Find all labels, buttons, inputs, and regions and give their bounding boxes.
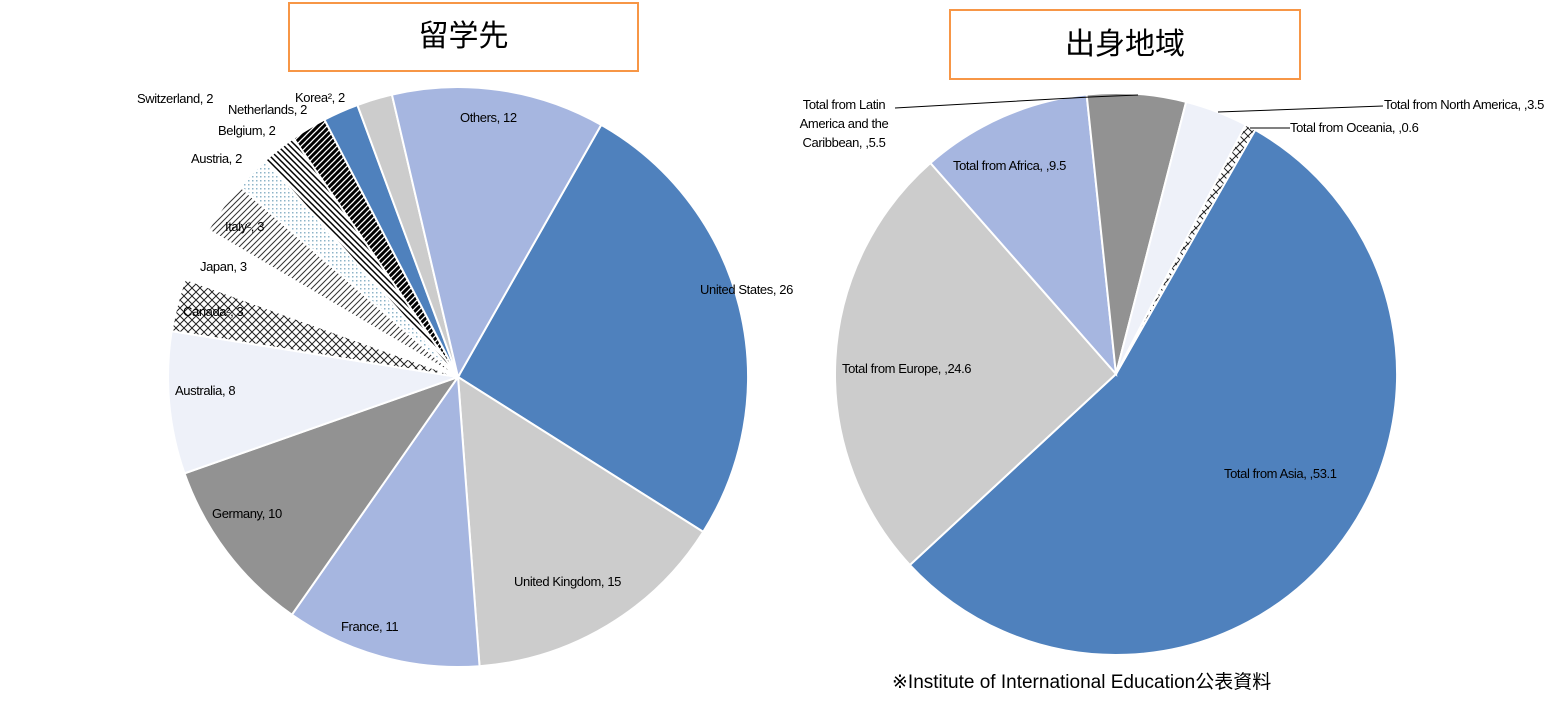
data-label: Australia, 8 bbox=[175, 383, 236, 398]
data-label: Italy², 3 bbox=[225, 219, 265, 234]
data-label: Austria, 2 bbox=[191, 151, 242, 166]
pie-slice bbox=[183, 375, 461, 617]
data-label: Canada², 3 bbox=[183, 304, 244, 319]
data-label: Germany, 10 bbox=[212, 506, 282, 521]
data-label: United Kingdom, 15 bbox=[514, 574, 621, 589]
leader-lines bbox=[894, 94, 1384, 129]
pie-slice bbox=[929, 93, 1118, 378]
data-label: Korea², 2 bbox=[295, 90, 345, 105]
data-label: Others, 12 bbox=[460, 110, 517, 125]
data-label: Belgium, 2 bbox=[218, 123, 276, 138]
chart-title: 留学先 bbox=[288, 2, 639, 72]
data-label: Netherlands, 2 bbox=[228, 102, 307, 117]
data-label: Japan, 3 bbox=[200, 259, 247, 274]
data-label: Total from Africa, ,9.5 bbox=[953, 158, 1066, 173]
pie-slice bbox=[908, 128, 1398, 656]
pie-slice bbox=[290, 374, 481, 668]
pie-slice bbox=[456, 123, 749, 534]
data-label: Total from Latin America and the Caribbe… bbox=[799, 97, 889, 150]
source-note: ※Institute of International Education公表資… bbox=[892, 672, 1272, 693]
leader-line bbox=[1217, 105, 1384, 113]
data-label: France, 11 bbox=[341, 619, 399, 634]
pie-slice bbox=[390, 86, 603, 380]
pie-slice bbox=[456, 375, 705, 668]
data-label: Total from Europe, ,24.6 bbox=[842, 361, 972, 376]
data-label: Total from North America, ,3.5 bbox=[1384, 97, 1544, 112]
data-label: Total from Oceania, ,0.6 bbox=[1290, 120, 1419, 135]
data-label: Switzerland, 2 bbox=[137, 91, 214, 106]
pie-slice bbox=[1115, 123, 1257, 375]
pie-slice bbox=[834, 161, 1118, 567]
data-label: Total from Asia, ,53.1 bbox=[1224, 466, 1337, 481]
leader-line bbox=[894, 94, 1139, 109]
chart-title: 出身地域 bbox=[949, 9, 1301, 80]
data-label: United States, 26 bbox=[700, 282, 793, 297]
pie-slice bbox=[167, 329, 459, 475]
